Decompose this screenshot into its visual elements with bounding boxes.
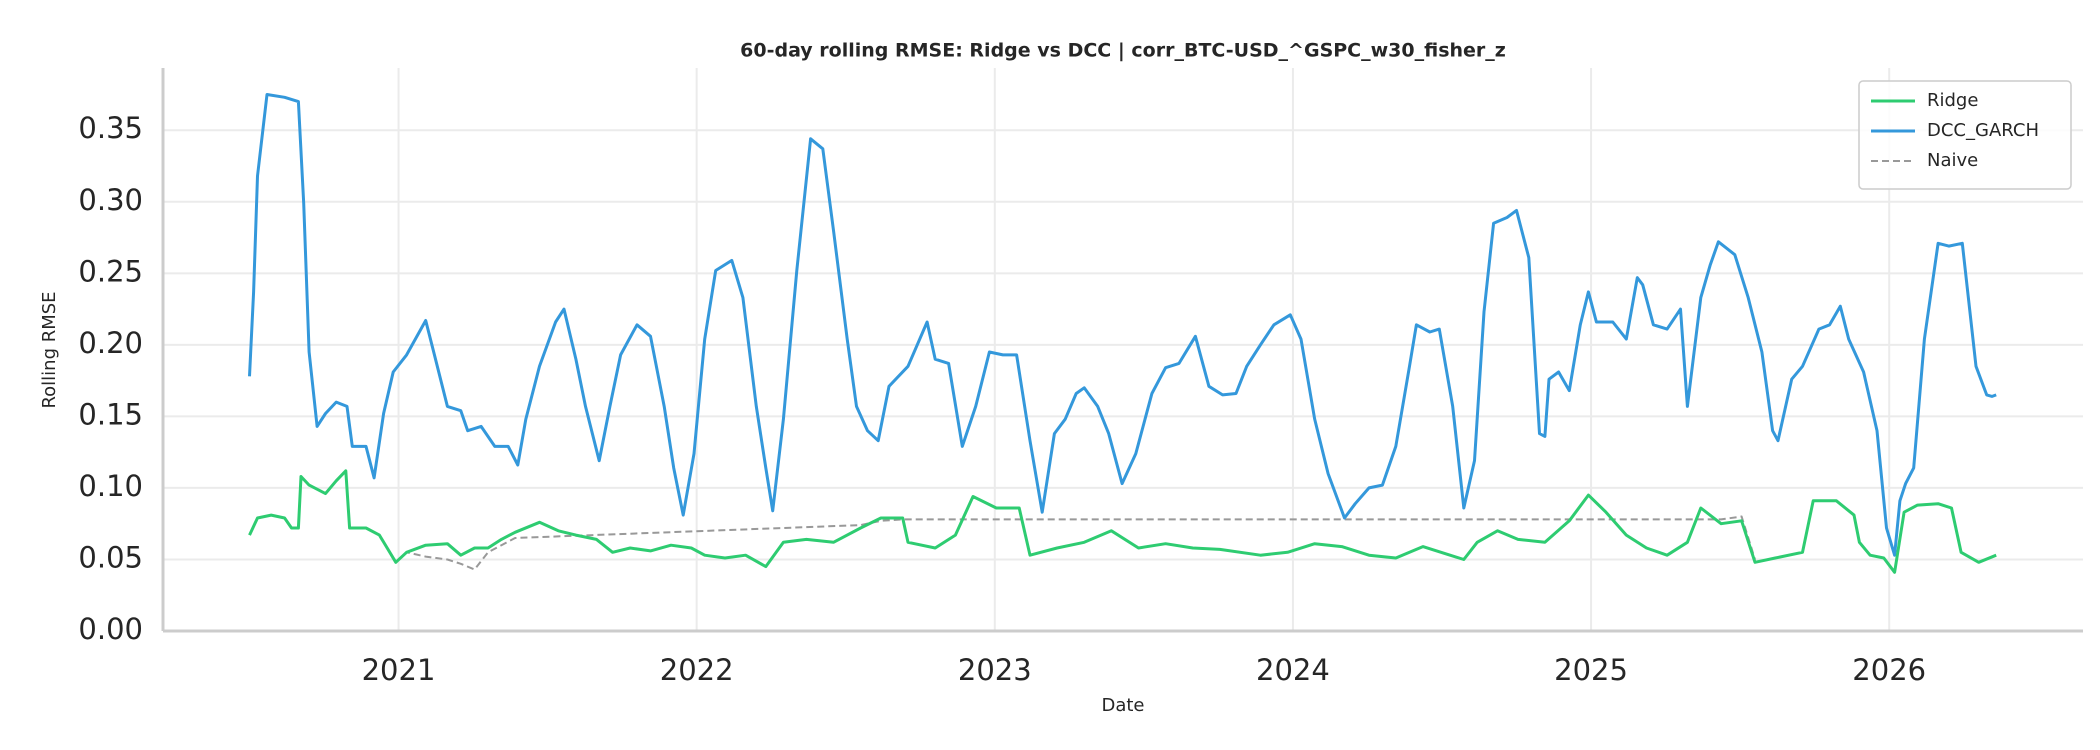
y-tick-label: 0.25 [78,254,143,288]
axes: 0.00 0.05 0.10 0.15 0.20 0.25 0.30 0.35 2021 2022… [78,68,2083,687]
y-tick-label: 0.20 [78,326,143,360]
series-line [248,469,1997,574]
series-line [248,93,1997,557]
y-tick-label: 0.00 [78,612,143,646]
y-tick-label: 0.35 [78,111,143,145]
legend-box [1858,80,2072,190]
legend-label: Naive [1927,150,1978,171]
y-axis-label: Rolling RMSE [39,291,60,408]
x-tick-label: 2021 [362,653,436,687]
y-tick-label: 0.05 [78,540,143,574]
x-tick-label: 2026 [1852,653,1926,687]
y-tick-label: 0.15 [78,397,143,431]
x-tick-label: 2023 [958,653,1032,687]
y-tick-label: 0.30 [78,183,143,217]
x-tick-label: 2025 [1554,653,1628,687]
legend-label: Ridge [1927,90,1978,111]
y-tick-label: 0.10 [78,469,143,503]
x-tick-label: 2024 [1256,653,1330,687]
plot-lines [248,93,1997,574]
legend: Ridge DCC_GARCH Naive [1858,80,2072,190]
series-line [395,515,1756,571]
legend-label: DCC_GARCH [1927,120,2039,141]
chart-title: 60-day rolling RMSE: Ridge vs DCC | corr… [740,40,1506,62]
x-tick-label: 2022 [660,653,734,687]
x-axis-label: Date [1101,695,1144,716]
